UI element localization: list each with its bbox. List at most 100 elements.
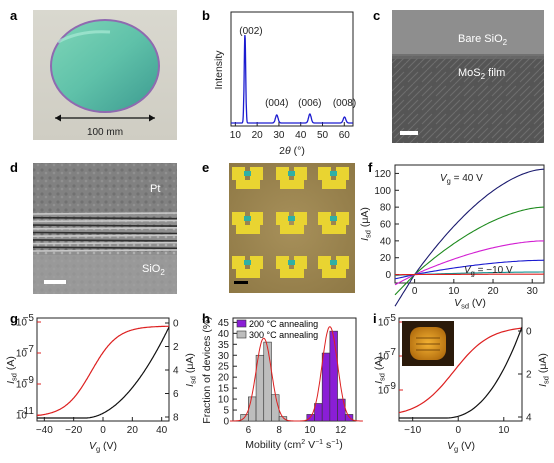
histogram-bar	[321, 352, 331, 422]
panel-b: b 10 20 30 40 50 60 (002) (004) (006) (008) Inte…	[202, 8, 356, 157]
transfer-right-tick-label: 8	[173, 413, 179, 424]
transfer-g-ylabel-left: Isd (A)	[5, 356, 19, 384]
output-curve-red	[395, 273, 545, 276]
device-channel	[244, 260, 251, 265]
xrd-x-tick-label: 50	[317, 130, 329, 141]
output-y-tick-label: 0	[385, 270, 391, 281]
device-pad-left	[276, 167, 289, 180]
tem-pt-label: Pt	[150, 183, 160, 195]
transfer-left-tick-label: 10	[378, 352, 390, 363]
device-channel	[288, 260, 295, 265]
transfer-right-tick-label: 0	[173, 319, 179, 330]
tem-layer-line	[32, 246, 178, 250]
sem-bare-sio2-label: Bare SiO2	[458, 33, 508, 47]
tem-layer-line	[32, 219, 178, 223]
panel-label-h: h	[202, 311, 210, 326]
transfer-i-linear-curve	[399, 326, 523, 419]
device-pad-right	[336, 167, 349, 180]
transfer-right-tick-label: 0	[526, 327, 532, 338]
device-gate-pad	[280, 180, 304, 189]
output-curve-blue	[394, 259, 545, 280]
output-x-tick-label: 20	[487, 286, 499, 297]
output-y-tick-label: 20	[380, 253, 392, 264]
device-channel	[288, 171, 295, 176]
xrd-spectrum-line	[231, 34, 353, 124]
transfer-g-log-curve	[37, 325, 169, 417]
sem-edge	[392, 54, 544, 59]
device-channel	[330, 216, 337, 221]
wafer-highlight	[57, 30, 111, 44]
transfer-x-tick-label: 10	[498, 425, 510, 436]
tem-layer-line	[32, 212, 178, 215]
histogram-y-tick-label: 5	[223, 406, 229, 417]
device-pad-left	[276, 256, 289, 269]
histogram-x-tick-label: 12	[335, 425, 347, 436]
device-pad-left	[232, 167, 245, 180]
tem-layer-line	[32, 241, 178, 245]
output-x-tick-label: 10	[448, 286, 460, 297]
xrd-peak-label: (006)	[298, 98, 321, 109]
sem-scale-bar	[400, 131, 418, 135]
transfer-left-tick-exponent: −9	[23, 375, 35, 386]
device-gate-pad	[236, 225, 260, 234]
tem-layer-line	[32, 224, 178, 227]
output-ticks: 120 100 80 60 40 20 0 0 10 20 30	[374, 169, 538, 297]
transfer-i-xlabel: Vg (V)	[447, 440, 475, 454]
histogram-bar	[248, 396, 257, 422]
xrd-peak-label: (008)	[333, 98, 356, 109]
device-gate-pad	[322, 225, 346, 234]
transfer-x-tick-label: −40	[36, 425, 53, 436]
device-channel	[244, 216, 251, 221]
tem-pt-region	[33, 163, 177, 213]
tem-layer-line	[32, 216, 178, 220]
output-annotation-vg40: Vg = 40 V	[440, 173, 483, 186]
device-channel	[330, 171, 337, 176]
device-pad-left	[232, 212, 245, 225]
histogram-x-tick-label: 6	[246, 425, 252, 436]
transfer-left-tick-exponent: −5	[23, 313, 35, 324]
transfer-g-xlabel: Vg (V)	[89, 440, 117, 454]
histogram-bar	[329, 330, 338, 422]
transfer-left-tick-exponent: −5	[385, 313, 397, 324]
transfer-g-ylabel-right: Isd (μA)	[184, 353, 198, 387]
panel-a: a 100 mm	[10, 8, 177, 140]
device-channel	[244, 171, 251, 176]
panel-label-c: c	[373, 8, 380, 23]
transfer-left-tick-exponent: −7	[385, 347, 397, 358]
output-y-tick-label: 120	[374, 169, 391, 180]
device-pad-left	[318, 256, 331, 269]
panel-label-i: i	[373, 311, 377, 326]
legend-swatch-300	[236, 330, 247, 339]
xrd-axes-frame	[230, 11, 354, 127]
device-pad-left	[232, 256, 245, 269]
histogram-y-tick-label: 15	[218, 384, 230, 395]
device-channel	[288, 216, 295, 221]
xrd-xlabel: 2θ (°)	[279, 145, 305, 157]
device-pad-left	[318, 212, 331, 225]
histogram-bar	[306, 414, 315, 422]
device-pad-right	[336, 212, 349, 225]
tem-layer-line	[32, 231, 178, 235]
device-gate-pad	[280, 269, 304, 278]
panel-label-f: f	[368, 160, 373, 175]
device-pad-right	[336, 256, 349, 269]
device-gate-pad	[236, 269, 260, 278]
output-x-tick-label: 0	[412, 286, 418, 297]
histogram-fit-200	[296, 326, 363, 422]
transfer-left-tick-exponent: −9	[385, 381, 397, 392]
xrd-x-tick-label: 40	[295, 130, 307, 141]
output-x-tick-label: 30	[527, 286, 539, 297]
xrd-x-tick-label: 60	[339, 130, 351, 141]
transfer-right-tick-label: 6	[173, 389, 179, 400]
transfer-x-tick-label: 20	[127, 425, 139, 436]
sem-bare-region	[392, 10, 544, 56]
histogram-x-tick-label: 8	[276, 425, 282, 436]
output-y-tick-label: 60	[380, 220, 392, 231]
tem-layer-stripes	[32, 163, 178, 252]
xrd-x-tick-label: 10	[230, 130, 242, 141]
transfer-left-tick-label: 10	[16, 318, 28, 329]
device-gate-pad	[322, 269, 346, 278]
output-curve-magenta	[394, 240, 544, 286]
transfer-left-tick-label: 10	[378, 386, 390, 397]
